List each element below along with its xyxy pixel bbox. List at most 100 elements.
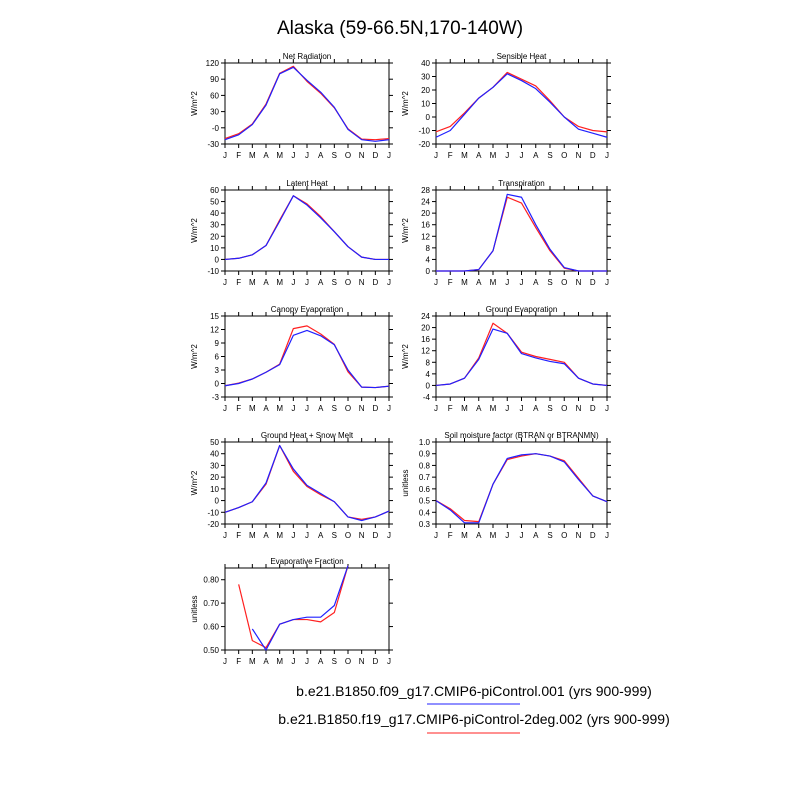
x-tick-label: J [605,278,609,287]
x-tick-label: D [372,404,378,413]
y-tick-label: 0 [215,255,220,264]
series-line-1 [435,73,608,138]
x-tick-label: M [276,404,283,413]
series-line-2 [224,325,390,389]
y-tick-label: 20 [210,232,219,241]
x-tick-label: O [345,404,351,413]
x-tick-label: J [305,657,309,666]
y-axis-label: W/m^2 [190,91,199,116]
y-tick-label: 30 [210,221,219,230]
x-tick-label: J [305,531,309,540]
y-tick-label: 0 [215,497,220,506]
series-line-2 [238,565,349,649]
y-tick-label: -0 [212,124,220,133]
x-tick-label: F [236,278,241,287]
x-tick-label: N [359,531,365,540]
y-tick-label: 0.3 [419,520,431,529]
x-tick-label: F [236,404,241,413]
y-tick-label: 0.6 [419,485,431,494]
x-tick-label: M [249,151,256,160]
x-tick-label: S [332,531,337,540]
x-tick-label: O [561,531,567,540]
x-tick-label: J [505,151,509,160]
y-tick-label: 10 [210,244,219,253]
x-tick-label: D [372,278,378,287]
y-tick-label: 0.80 [203,576,219,585]
figure-title: Alaska (59-66.5N,170-140W) [277,18,523,39]
y-tick-label: 9 [215,339,220,348]
y-tick-label: 30 [421,73,430,82]
x-tick-label: D [372,151,378,160]
plot-frame [224,441,390,525]
plot-frame [435,62,608,145]
x-tick-label: D [372,531,378,540]
y-axis-label: unitless [190,595,199,622]
x-tick-label: J [520,278,524,287]
x-tick-label: M [461,404,468,413]
x-tick-label: J [434,531,438,540]
y-tick-label: 24 [421,312,430,321]
legend-label-1: b.e21.B1850.f09_g17.CMIP6-piControl.001 … [296,683,652,699]
x-tick-label: N [359,151,365,160]
plot-frame [435,189,608,272]
y-tick-label: 20 [421,86,430,95]
series-line-1 [436,193,607,272]
x-tick-label: J [291,657,295,666]
x-tick-label: S [332,404,337,413]
y-axis-label: W/m^2 [190,218,199,243]
x-tick-label: M [490,151,497,160]
y-tick-label: 0 [426,113,431,122]
x-tick-label: A [476,278,482,287]
x-tick-label: A [263,657,269,666]
y-tick-label: -20 [207,520,219,529]
y-tick-label: 0.60 [203,623,219,632]
x-tick-label: J [605,404,609,413]
y-tick-label: 0.70 [203,599,219,608]
series-line-2 [224,65,390,141]
y-tick-label: 0 [426,381,431,390]
x-tick-label: M [276,278,283,287]
x-tick-label: J [520,151,524,160]
x-tick-label: S [547,404,552,413]
panel-title: Transpiration [498,179,544,188]
series-line-2 [436,196,607,272]
x-tick-label: J [520,404,524,413]
x-tick-label: J [223,151,227,160]
x-tick-label: J [305,278,309,287]
y-tick-label: 0.9 [419,450,431,459]
x-tick-label: D [590,151,596,160]
x-tick-label: F [448,278,453,287]
x-tick-label: M [249,278,256,287]
y-tick-label: 12 [210,326,219,335]
x-tick-label: J [505,278,509,287]
series-line-2 [435,453,608,523]
series-line-2 [435,71,608,133]
series-line-1 [435,328,608,387]
x-tick-label: F [448,404,453,413]
x-tick-label: S [547,278,552,287]
x-tick-label: M [490,404,497,413]
x-tick-label: J [387,657,391,666]
x-tick-label: J [223,657,227,666]
x-tick-label: S [332,657,337,666]
y-tick-label: 12 [421,347,430,356]
x-tick-label: N [359,278,365,287]
x-tick-label: A [476,404,482,413]
x-tick-label: J [434,278,438,287]
y-tick-label: -30 [207,140,219,149]
legend: b.e21.B1850.f09_g17.CMIP6-piControl.001 … [278,683,670,734]
y-tick-label: 20 [210,473,219,482]
y-axis-label: W/m^2 [190,344,199,369]
y-tick-label: 60 [210,91,219,100]
panel-title: Soil moisture factor (BTRAN or BTRANMN) [444,431,599,440]
x-tick-label: S [332,151,337,160]
y-tick-label: 28 [421,186,430,195]
x-tick-label: J [434,151,438,160]
y-tick-label: -4 [423,393,431,402]
x-tick-label: A [533,151,539,160]
series-line-1 [224,195,389,261]
y-tick-label: 90 [210,75,219,84]
